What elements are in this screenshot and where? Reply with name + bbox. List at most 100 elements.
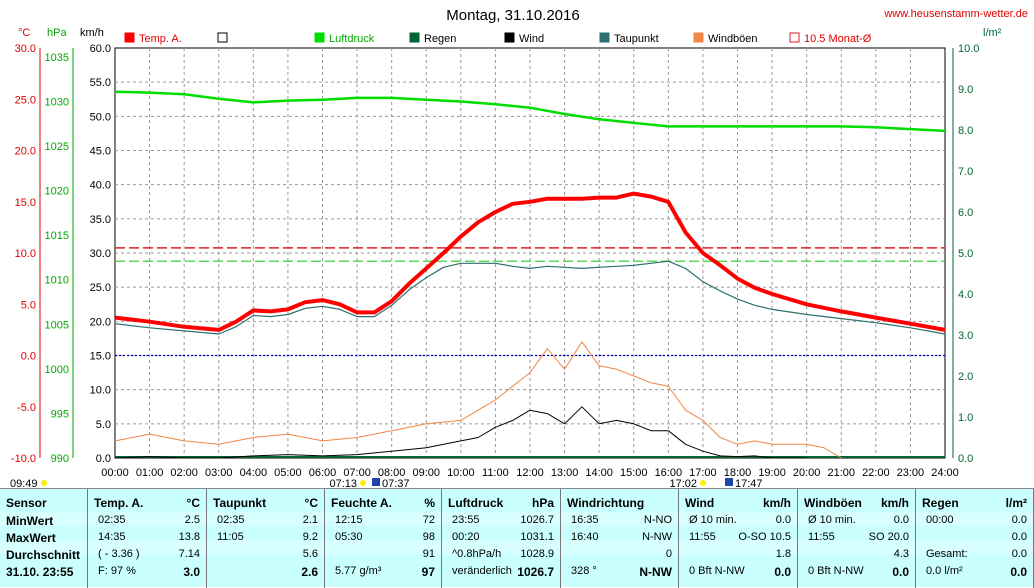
cell-value: 13.8 (178, 531, 200, 543)
cell-time: ^0.8hPa/h (452, 548, 502, 560)
x-tick-label: 24:00 (931, 467, 959, 479)
legend-entry: Wind (504, 32, 544, 45)
column-hum: Feuchte A.% 12:15 72 05:30 98 91 5.77 g/m³ 97 (325, 489, 442, 588)
kmh-tick-label: 60.0 (90, 43, 111, 55)
kmh-tick-label: 30.0 (90, 248, 111, 260)
cell-value: 0.0 (892, 565, 909, 579)
kmh-tick-label: 40.0 (90, 180, 111, 192)
unit-hpa: hPa (47, 27, 67, 39)
cell-value: N-NO (643, 514, 672, 526)
rain-tick-label: 2.0 (958, 371, 973, 383)
hpa-tick-label: 1015 (45, 230, 69, 242)
grid (114, 47, 946, 459)
x-tick-label: 14:00 (585, 467, 613, 479)
cell-time: Ø 10 min. (808, 514, 856, 526)
hpa-tick-label: 990 (51, 453, 69, 465)
cell-value: 1.8 (775, 548, 791, 560)
summary-table: Sensor MinWert MaxWert Durchschnitt 31.1… (0, 488, 1034, 588)
cell-value: 1026.7 (517, 565, 554, 579)
sunrise-left-label: 09:49 (10, 478, 38, 488)
column-title: Temp. A. (94, 496, 144, 510)
x-tick-label: 19:00 (758, 467, 786, 479)
sunrise-label: 07:13 (329, 478, 357, 488)
x-tick-label: 20:00 (793, 467, 821, 479)
kmh-tick-label: 10.0 (90, 385, 111, 397)
legend-label: 10.5 Monat-Ø (804, 33, 872, 45)
kmh-tick-label: 45.0 (90, 146, 111, 158)
x-tick-label: 09:00 (412, 467, 440, 479)
x-tick-label: 07:00 (343, 467, 371, 479)
cell-value: SO 20.0 (868, 531, 909, 543)
legend-entry: Temp. A. (124, 32, 182, 45)
column-press: Luftdruck hPa 23:55 1026.7 00:20 1031.1 ^0.8hP… (442, 489, 561, 588)
moonset-label: 17:47 (735, 478, 763, 488)
row-labels-column: Sensor MinWert MaxWert Durchschnitt 31.1… (0, 489, 88, 588)
cell-value: 98 (422, 531, 435, 543)
cell-value: 0.0 (1011, 531, 1027, 543)
x-tick-label: 23:00 (897, 467, 925, 479)
site-url[interactable]: www.heusenstamm-wetter.de (883, 8, 1028, 20)
x-tick-label: 17:00 (689, 467, 717, 479)
axes: 00:00 01:00 02:00 03:00 04:00 05:00 06:00 07:00… (11, 43, 980, 479)
column-unit: km/h (880, 496, 909, 510)
legend-label: Temp. A. (139, 33, 182, 45)
cell-time: Gesamt: (926, 548, 968, 560)
x-tick-label: 03:00 (205, 467, 233, 479)
cell-time: 02:35 (98, 514, 126, 526)
cell-time: 16:40 (571, 531, 599, 543)
column-rain: Regen l/m² 00:00 0.0 0.0 Gesamt: 0.0 0.0 l/m² 0.… (916, 489, 1034, 588)
weather-chart: Montag, 31.10.2016 www.heusenstamm-wette… (10, 7, 1028, 488)
temp-tick-label: -5.0 (17, 402, 36, 414)
rain-tick-label: 0.0 (958, 453, 973, 465)
kmh-tick-label: 55.0 (90, 77, 111, 89)
cell-time: 05:30 (335, 531, 363, 543)
x-tick-label: 22:00 (862, 467, 890, 479)
cell-value: 91 (422, 548, 435, 560)
legend-swatch (124, 32, 135, 43)
cell-value: 0.0 (774, 565, 791, 579)
cell-value: 3.0 (183, 565, 200, 579)
rain-tick-label: 10.0 (958, 43, 979, 55)
legend-label: Wind (519, 33, 544, 45)
series-luftdruck (114, 90, 946, 133)
temp-tick-label: 5.0 (21, 299, 36, 311)
legend-entry (217, 32, 228, 43)
moonrise-label: 07:37 (382, 478, 410, 488)
cell-value: 4.3 (893, 548, 909, 560)
sunset-label: 17:02 (669, 478, 697, 488)
legend-label: Windböen (708, 33, 758, 45)
column-title: Regen (922, 496, 959, 510)
cell-time: 02:35 (217, 514, 245, 526)
kmh-tick-label: 5.0 (96, 419, 111, 431)
x-tick-label: 15:00 (620, 467, 648, 479)
kmh-tick-label: 20.0 (90, 316, 111, 328)
column-unit: km/h (762, 496, 791, 510)
cell-value: N-NW (639, 565, 672, 579)
cell-time: 23:55 (452, 514, 480, 526)
cell-time: 11:55 (808, 531, 835, 543)
legend-entry: Regen (409, 32, 456, 45)
cell-time: veränderlich (452, 565, 512, 577)
legend-label: Luftdruck (329, 33, 375, 45)
cell-value: 0.0 (1010, 565, 1027, 579)
x-tick-label: 18:00 (724, 467, 752, 479)
cell-value: 2.1 (302, 514, 318, 526)
x-tick-label: 11:00 (482, 467, 509, 479)
column-title: Windrichtung (567, 496, 645, 510)
cell-value: 72 (422, 514, 435, 526)
cell-time: 11:05 (217, 531, 244, 543)
x-tick-label: 16:00 (655, 467, 683, 479)
column-unit: hPa (531, 496, 554, 510)
x-tick-label: 06:00 (309, 467, 337, 479)
cell-value: 0.0 (775, 514, 791, 526)
cell-value: 9.2 (302, 531, 318, 543)
column-wind: Wind km/h Ø 10 min. 0.0 11:55 O-SO 10.5 1.8 0 B… (679, 489, 798, 588)
cell-time: 16:35 (571, 514, 599, 526)
column-title: Luftdruck (448, 496, 504, 510)
legend: Temp. A. Luftdruck Regen Wind Taupunkt Windbö… (124, 32, 872, 45)
temp-tick-label: 30.0 (15, 43, 36, 55)
cell-value: 7.14 (178, 548, 200, 560)
column-unit: °C (304, 496, 318, 510)
hpa-tick-label: 1010 (45, 275, 69, 287)
legend-swatch (217, 32, 228, 43)
